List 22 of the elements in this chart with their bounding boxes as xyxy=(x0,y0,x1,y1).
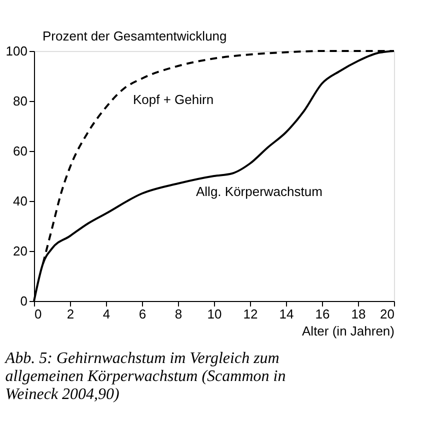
series-label: Allg. Körperwachstum xyxy=(196,184,322,199)
x-tick-label: 10 xyxy=(207,306,222,322)
x-tick-label: 0 xyxy=(34,306,42,322)
y-tick-label: 100 xyxy=(6,44,28,58)
x-tick-label: 4 xyxy=(102,306,110,322)
y-tick-label: 40 xyxy=(13,194,28,208)
y-axis-title: Prozent der Gesamtentwicklung xyxy=(42,28,227,44)
series-label: Kopf + Gehirn xyxy=(133,92,214,107)
y-tick-label: 80 xyxy=(13,94,28,108)
x-tick-label: 16 xyxy=(315,306,330,322)
x-tick-label: 8 xyxy=(174,306,182,322)
x-tick-label: 12 xyxy=(243,306,258,322)
y-tick-label: 0 xyxy=(20,294,28,308)
y-tick-label: 20 xyxy=(13,244,28,258)
x-tick-label: 18 xyxy=(351,306,366,322)
x-tick-label: 2 xyxy=(66,306,74,322)
y-tick-label: 60 xyxy=(13,144,28,158)
x-tick-label: 14 xyxy=(279,306,294,322)
x-tick-label: 20 xyxy=(380,306,394,322)
x-axis-title: Alter (in Jahren) xyxy=(302,324,394,338)
caption: Abb. 5: Gehirnwachstum im Vergleich zum allgemeinen Körperwachstum (Scammon in Weineck 2004,90) xyxy=(4,350,286,403)
x-tick-label: 6 xyxy=(138,306,146,322)
